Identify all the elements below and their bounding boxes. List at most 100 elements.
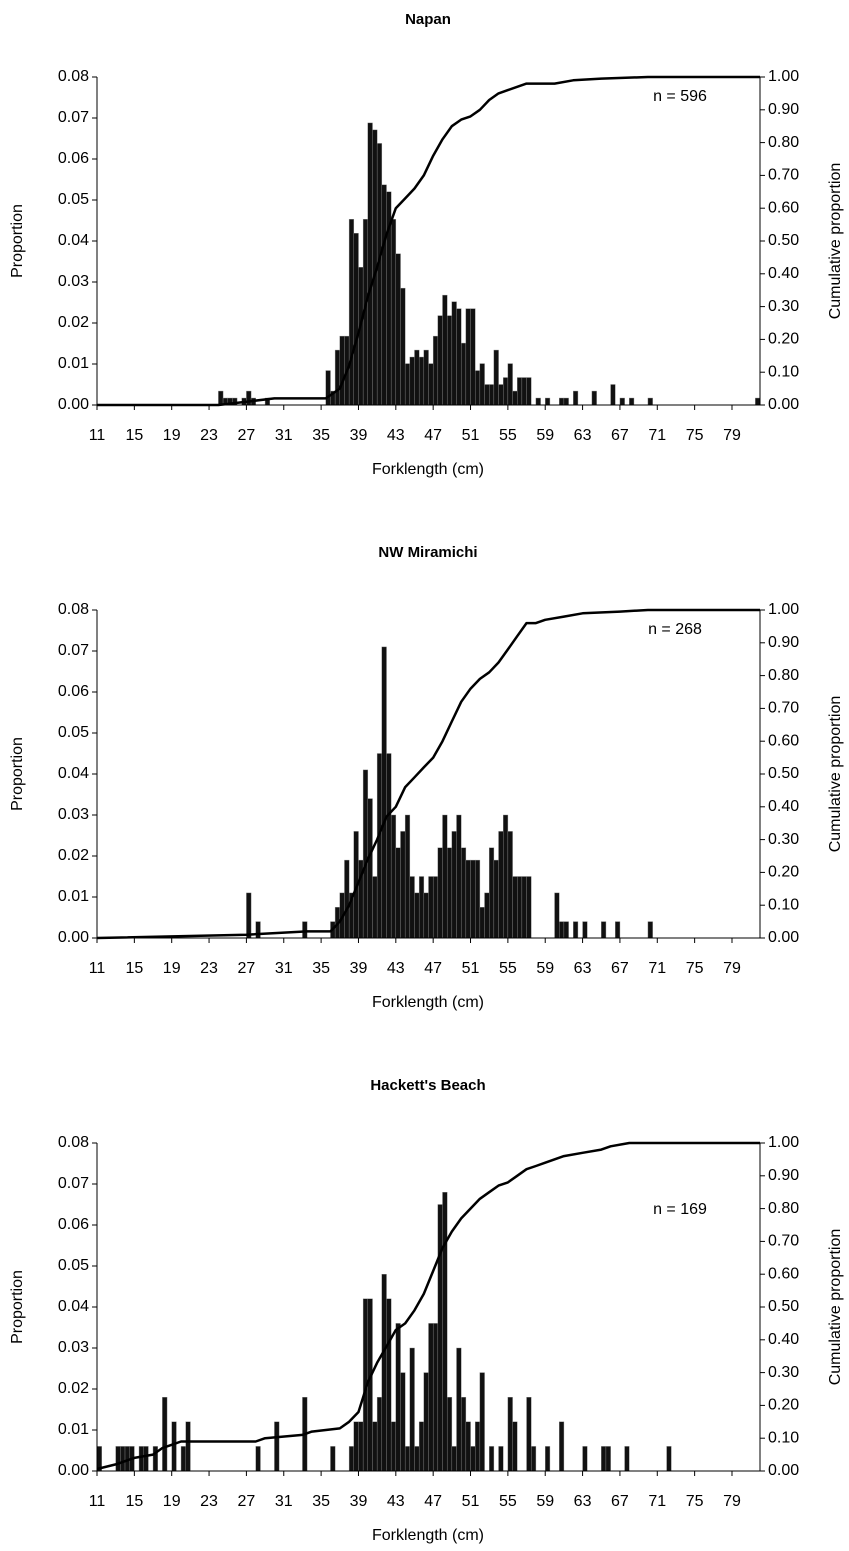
y-tick-label: 0.05	[58, 724, 89, 741]
bar	[535, 397, 541, 406]
y2-tick-label: 0.90	[768, 1167, 799, 1184]
y2-tick-label: 0.30	[768, 298, 799, 315]
x-tick-label: 71	[648, 1493, 666, 1510]
y-tick-label: 0.00	[58, 396, 89, 413]
x-tick-label: 11	[89, 427, 106, 444]
bar	[488, 1446, 495, 1472]
bar	[563, 921, 569, 939]
bar	[404, 1446, 411, 1472]
x-tick-label: 55	[499, 427, 517, 444]
bar	[498, 384, 504, 406]
chart-panel: Hackett's Beach 0.00 0.01 0.02 0.03 0.04 0.05 0…	[9, 1077, 844, 1544]
bar	[755, 397, 761, 406]
bar	[414, 349, 420, 406]
y2-tick-label: 1.00	[768, 601, 799, 618]
bar	[255, 1446, 261, 1472]
x-tick-label: 67	[611, 427, 629, 444]
bar	[255, 921, 261, 939]
x-tick-label: 71	[648, 427, 666, 444]
x-tick-label: 63	[574, 1493, 592, 1510]
bar	[629, 397, 635, 406]
bar	[563, 397, 569, 406]
bar	[437, 1204, 443, 1472]
bar	[479, 1372, 485, 1472]
bar	[498, 831, 504, 939]
bar	[559, 1421, 565, 1472]
bar	[400, 287, 406, 406]
bar	[274, 1421, 280, 1472]
x-tick-label: 79	[723, 1493, 741, 1510]
bar	[348, 219, 355, 406]
x-tick-label: 75	[686, 427, 704, 444]
bar	[423, 1372, 429, 1472]
bar	[531, 1446, 537, 1472]
y-tick-label: 0.04	[58, 765, 89, 782]
y-tick-label: 0.03	[58, 273, 89, 290]
y2-tick-label: 0.00	[768, 1462, 799, 1479]
y-tick-label: 0.03	[58, 806, 89, 823]
x-tick-label: 55	[499, 960, 517, 977]
bar	[456, 814, 462, 939]
bar	[358, 1421, 364, 1472]
x-tick-label: 75	[686, 960, 704, 977]
y2-tick-label: 0.00	[768, 929, 799, 946]
bar	[353, 1421, 359, 1472]
bar	[521, 876, 527, 939]
y-tick-label: 0.00	[58, 1462, 89, 1479]
y-axis-label: Proportion	[9, 204, 26, 278]
bar	[465, 1421, 471, 1472]
y-tick-label: 0.06	[58, 150, 89, 167]
y-tick-label: 0.07	[58, 109, 89, 126]
x-tick-label: 59	[536, 427, 554, 444]
bar	[488, 847, 495, 939]
bar	[460, 847, 467, 939]
y-tick-label: 0.02	[58, 1380, 89, 1397]
y2-tick-label: 0.20	[768, 331, 799, 348]
x-tick-label: 19	[163, 1493, 181, 1510]
bar	[624, 1446, 630, 1472]
bar	[470, 1446, 476, 1472]
bar	[526, 377, 532, 406]
x-tick-label: 55	[499, 1493, 517, 1510]
bar	[428, 876, 434, 939]
bar	[409, 876, 415, 939]
bar	[582, 921, 588, 939]
bar	[479, 363, 485, 406]
bar	[474, 370, 481, 406]
bar	[428, 363, 434, 406]
bar	[348, 1446, 355, 1472]
bar	[479, 907, 485, 939]
bar	[512, 390, 518, 406]
y2-tick-label: 0.30	[768, 1364, 799, 1381]
x-tick-label: 47	[424, 960, 442, 977]
bar	[395, 847, 401, 939]
bar	[484, 384, 490, 406]
bar	[470, 308, 476, 406]
bar	[451, 831, 457, 939]
bar	[601, 1446, 607, 1472]
bar	[302, 921, 308, 939]
bar	[474, 859, 481, 939]
bar	[507, 831, 513, 939]
cumulative-line	[96, 1141, 760, 1471]
bar	[512, 876, 518, 939]
bar	[437, 847, 443, 939]
x-tick-label: 35	[312, 1493, 330, 1510]
bar	[601, 921, 607, 939]
y2-tick-label: 0.30	[768, 831, 799, 848]
bar	[442, 1191, 448, 1472]
y-tick-label: 0.06	[58, 683, 89, 700]
y2-axis-label: Cumulative proportion	[827, 163, 844, 320]
bar	[180, 1446, 186, 1472]
bar	[386, 1298, 392, 1472]
bar	[143, 1446, 149, 1472]
bar	[367, 122, 373, 406]
bar	[666, 1446, 672, 1472]
bar	[428, 1323, 434, 1472]
bar	[376, 753, 383, 939]
bar	[488, 384, 495, 406]
y-axis-label: Proportion	[9, 1270, 26, 1344]
y2-tick-label: 0.40	[768, 265, 799, 282]
chart-panel: Napan 0.00 0.01 0.02 0.03 0.04 0.05 0.06 0.07 0.0…	[9, 11, 844, 478]
bar	[381, 184, 387, 406]
